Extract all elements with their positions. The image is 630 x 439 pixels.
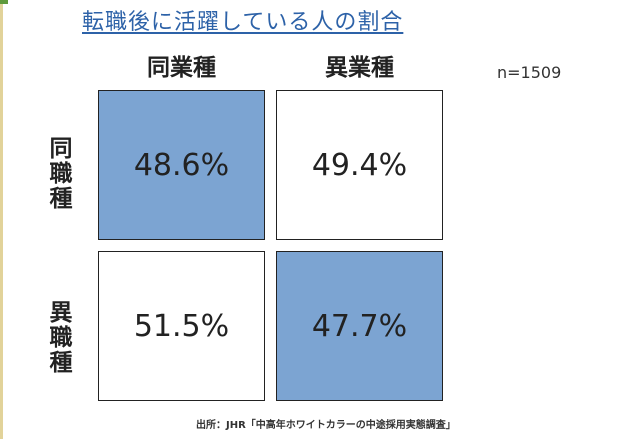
- matrix-cell-same-occupation-same-industry: 48.6%: [98, 90, 265, 240]
- row-header-same-occupation: 同職種: [45, 135, 71, 211]
- source-note: 出所：JHR「中高年ホワイトカラーの中途採用実態調査」: [196, 420, 456, 431]
- corner-mark: [0, 0, 8, 4]
- slide-left-border: [0, 0, 3, 439]
- matrix-cell-different-occupation-different-industry: 47.7%: [276, 251, 443, 401]
- column-header-different-industry: 異業種: [325, 55, 394, 81]
- chart-title: 転職後に活躍している人の割合: [82, 10, 404, 35]
- row-header-different-occupation: 異職種: [45, 299, 71, 375]
- sample-size-label: n=1509: [497, 63, 562, 82]
- matrix-cell-different-occupation-same-industry: 51.5%: [98, 251, 265, 401]
- matrix-cell-same-occupation-different-industry: 49.4%: [276, 90, 443, 240]
- column-header-same-industry: 同業種: [147, 55, 216, 81]
